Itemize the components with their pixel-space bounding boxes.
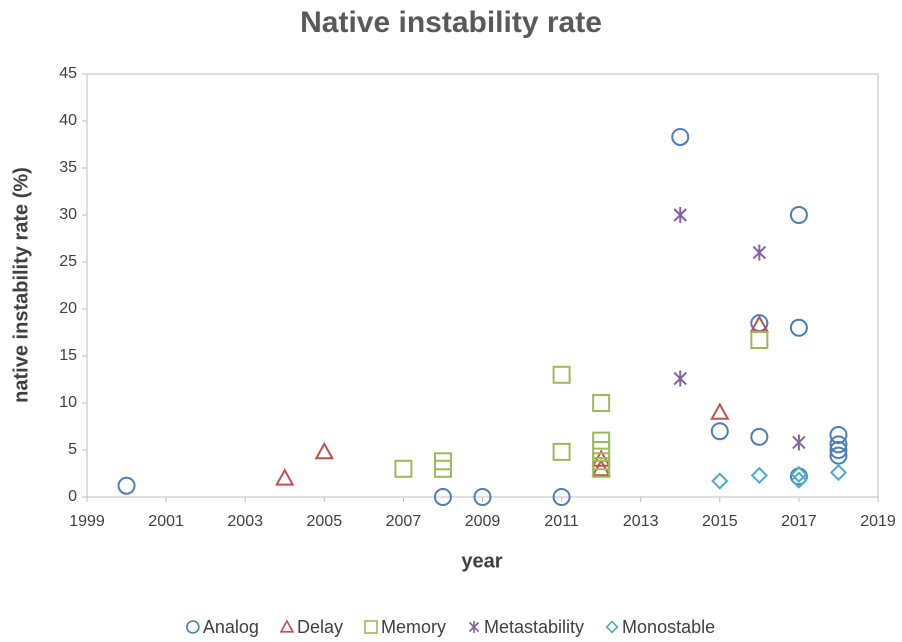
y-tick-label: 40: [59, 112, 77, 129]
marker: [433, 459, 452, 478]
marker: [364, 620, 378, 634]
legend-label: Metastability: [484, 617, 584, 637]
y-tick-label: 25: [59, 253, 77, 270]
marker: [592, 459, 611, 478]
y-tick-label: 45: [59, 65, 77, 82]
y-tick-label: 30: [59, 206, 77, 223]
marker: [433, 488, 452, 506]
y-tick-label: 15: [59, 347, 77, 364]
marker: [829, 425, 848, 444]
marker: [605, 620, 619, 634]
x-tick-label: 2013: [623, 513, 659, 530]
marker: [117, 476, 136, 495]
x-tick-label: 2003: [227, 513, 263, 530]
marker: [710, 402, 730, 420]
marker: [792, 434, 806, 451]
marker: [552, 365, 571, 384]
marker: [592, 431, 611, 450]
marker: [552, 442, 571, 461]
y-tick-label: 0: [68, 488, 77, 505]
y-tick-label: 5: [68, 441, 77, 458]
plot-area: [86, 73, 879, 498]
marker: [829, 441, 848, 459]
marker: [279, 619, 295, 633]
marker: [829, 463, 848, 482]
x-tick-label: 2017: [781, 513, 817, 530]
marker: [829, 435, 848, 454]
marker: [314, 441, 334, 460]
legend-label: Delay: [297, 617, 343, 637]
legend: Analog Delay Memory Metastability Monostable: [186, 617, 715, 637]
y-tick-label: 20: [59, 300, 77, 317]
marker: [750, 427, 769, 446]
marker: [789, 206, 808, 224]
x-tick-label: 2019: [860, 513, 896, 530]
marker: [592, 441, 611, 459]
chart-title: Native instability rate: [300, 6, 602, 39]
marker: [468, 621, 480, 633]
x-tick-label: 2001: [148, 513, 184, 530]
x-tick-label: 2009: [465, 513, 501, 530]
marker: [186, 620, 200, 634]
legend-label: Analog: [203, 617, 259, 637]
x-tick-label: 1999: [69, 513, 105, 530]
x-tick-label: 2007: [386, 513, 422, 530]
marker: [710, 422, 729, 441]
marker: [394, 459, 413, 478]
y-axis-label: native instability rate (%): [10, 167, 32, 403]
legend-label: Memory: [381, 617, 446, 637]
marker: [750, 331, 769, 350]
marker: [552, 488, 571, 506]
marker: [789, 318, 808, 337]
marker: [671, 127, 690, 146]
marker: [673, 370, 687, 387]
marker: [790, 465, 808, 484]
marker: [790, 471, 808, 489]
marker: [473, 488, 492, 506]
marker: [711, 472, 729, 490]
x-tick-label: 2011: [544, 513, 579, 530]
marker: [275, 468, 295, 486]
legend-label: Monostable: [622, 617, 715, 637]
marker: [673, 207, 687, 223]
y-tick-label: 35: [59, 159, 77, 176]
marker: [752, 244, 767, 261]
marker: [592, 394, 611, 412]
x-tick-label: 2005: [307, 513, 343, 530]
marker: [829, 446, 848, 465]
y-tick-label: 10: [59, 394, 77, 411]
marker: [591, 458, 611, 477]
x-axis-label: year: [461, 550, 502, 572]
x-tick-label: 2015: [702, 513, 738, 530]
marker: [750, 466, 768, 484]
